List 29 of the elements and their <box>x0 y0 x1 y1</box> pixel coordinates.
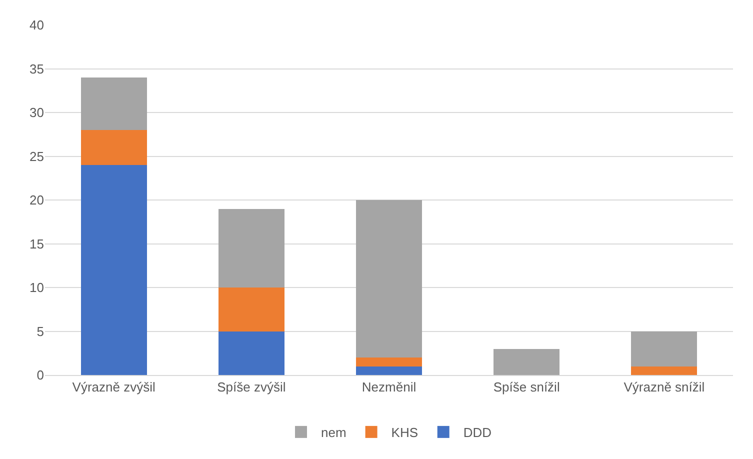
bar <box>494 348 560 375</box>
y-tick-label: 0 <box>36 368 44 383</box>
legend-label: KHS <box>391 425 418 440</box>
x-tick-label: Výrazně snížil <box>624 380 705 395</box>
y-tick-label: 30 <box>30 105 44 120</box>
y-tick-label: 40 <box>30 18 44 33</box>
y-tick-label: 15 <box>30 236 44 252</box>
x-tick-label: Spíše snížil <box>493 380 560 395</box>
legend-label: nem <box>321 425 346 440</box>
y-tick-label: 5 <box>36 324 44 339</box>
bar <box>356 366 422 375</box>
x-tick-label: Výrazně zvýšil <box>72 380 156 395</box>
bar <box>80 165 147 375</box>
y-tick-label: 10 <box>30 280 44 296</box>
y-tick-label: 35 <box>30 61 44 76</box>
legend-label: DDD <box>463 425 492 440</box>
bar <box>80 78 147 130</box>
bar <box>218 331 284 375</box>
bar <box>356 200 422 358</box>
bar <box>218 208 284 288</box>
bar <box>356 358 422 366</box>
bar <box>631 366 698 375</box>
bar <box>631 331 698 366</box>
bar <box>80 130 147 165</box>
x-tick-label: Spíše zvýšil <box>217 380 286 395</box>
y-tick-label: 20 <box>30 192 44 208</box>
x-tick-label: Nezměnil <box>362 380 416 395</box>
y-tick-label: 25 <box>30 148 44 164</box>
bar <box>218 288 284 332</box>
